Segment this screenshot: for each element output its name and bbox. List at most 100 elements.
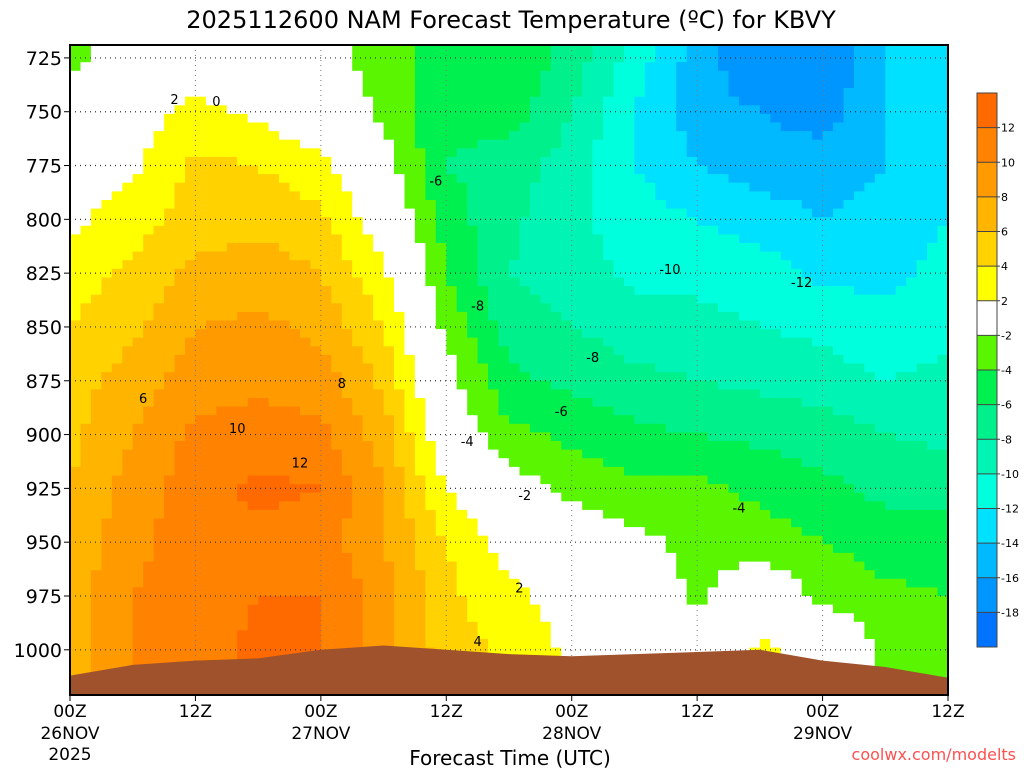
temp-cell [101,363,113,373]
temp-cell [425,131,437,141]
temp-cell [143,70,155,80]
temp-cell [655,251,667,261]
temp-cell [665,96,677,106]
temp-cell [111,647,123,657]
temp-cell [80,492,92,502]
temp-cell [341,79,353,89]
temp-cell [122,501,134,511]
temp-cell [352,277,364,287]
temp-cell [634,62,646,72]
temp-cell [540,346,552,356]
temp-cell [90,423,102,433]
temp-cell [394,380,406,390]
temp-cell [331,363,343,373]
temp-cell [404,613,416,623]
temp-cell [540,639,552,649]
temp-cell [111,320,123,330]
temp-cell [644,286,656,296]
temp-cell [195,621,207,631]
temp-cell [477,630,489,640]
temp-cell [205,165,217,175]
temp-cell [258,604,270,614]
temp-cell [540,630,552,640]
temp-cell [70,337,82,347]
temp-cell [718,570,730,580]
temp-cell [739,225,751,235]
temp-cell [101,492,113,502]
temp-cell [216,294,228,304]
temp-cell [394,268,406,278]
temp-cell [509,337,521,347]
temp-cell [665,484,677,494]
temp-cell [592,639,604,649]
temp-cell [310,208,322,218]
temp-cell [300,320,312,330]
temp-cell [320,217,332,227]
temp-cell [300,613,312,623]
temp-cell [425,165,437,175]
temp-cell [70,70,82,80]
temp-cell [529,165,541,175]
temp-cell [143,639,155,649]
temp-cell [414,131,426,141]
temp-cell [592,294,604,304]
temp-cell [498,458,510,468]
temp-cell [477,174,489,184]
temp-cell [70,406,82,416]
temp-cell [467,621,479,631]
temp-cell [686,225,698,235]
temp-cell [456,139,468,149]
temp-cell [70,423,82,433]
temp-cell [383,88,395,98]
temp-cell [111,372,123,382]
temp-cell [550,303,562,313]
temp-cell [331,165,343,175]
temp-cell [603,423,615,433]
temp-cell [686,122,698,132]
temp-cell [258,277,270,287]
temp-cell [414,535,426,545]
temp-cell [414,639,426,649]
temp-cell [739,286,751,296]
temp-cell [80,268,92,278]
temp-cell [122,613,134,623]
temp-cell [498,544,510,554]
temp-cell [571,389,583,399]
temp-cell [226,251,238,261]
temp-cell [383,398,395,408]
temp-cell [268,406,280,416]
temp-cell [90,320,102,330]
temp-cell [247,260,259,270]
temp-cell [352,105,364,115]
temp-cell [205,243,217,253]
temp-cell [310,225,322,235]
temp-cell [540,70,552,80]
temp-cell [644,492,656,502]
temp-cell [226,303,238,313]
temp-cell [624,596,636,606]
temp-cell [289,527,301,537]
temp-cell [739,604,751,614]
temp-cell [226,260,238,270]
temp-cell [498,251,510,261]
temp-cell [644,423,656,433]
temp-cell [122,79,134,89]
temp-cell [519,647,531,657]
temp-cell [331,243,343,253]
temp-cell [477,458,489,468]
temp-cell [70,552,82,563]
temp-cell [739,484,751,494]
temp-cell [373,329,385,339]
temp-cell [362,372,374,382]
temp-cell [404,449,416,459]
temp-cell [697,621,709,631]
temp-cell [571,501,583,511]
temp-cell [665,251,677,261]
temp-cell [613,113,625,124]
temp-cell [488,389,500,399]
temp-cell [80,277,92,287]
temp-cell [101,656,113,666]
temp-cell [310,389,322,399]
temp-cell [310,363,322,373]
temp-cell [655,311,667,322]
